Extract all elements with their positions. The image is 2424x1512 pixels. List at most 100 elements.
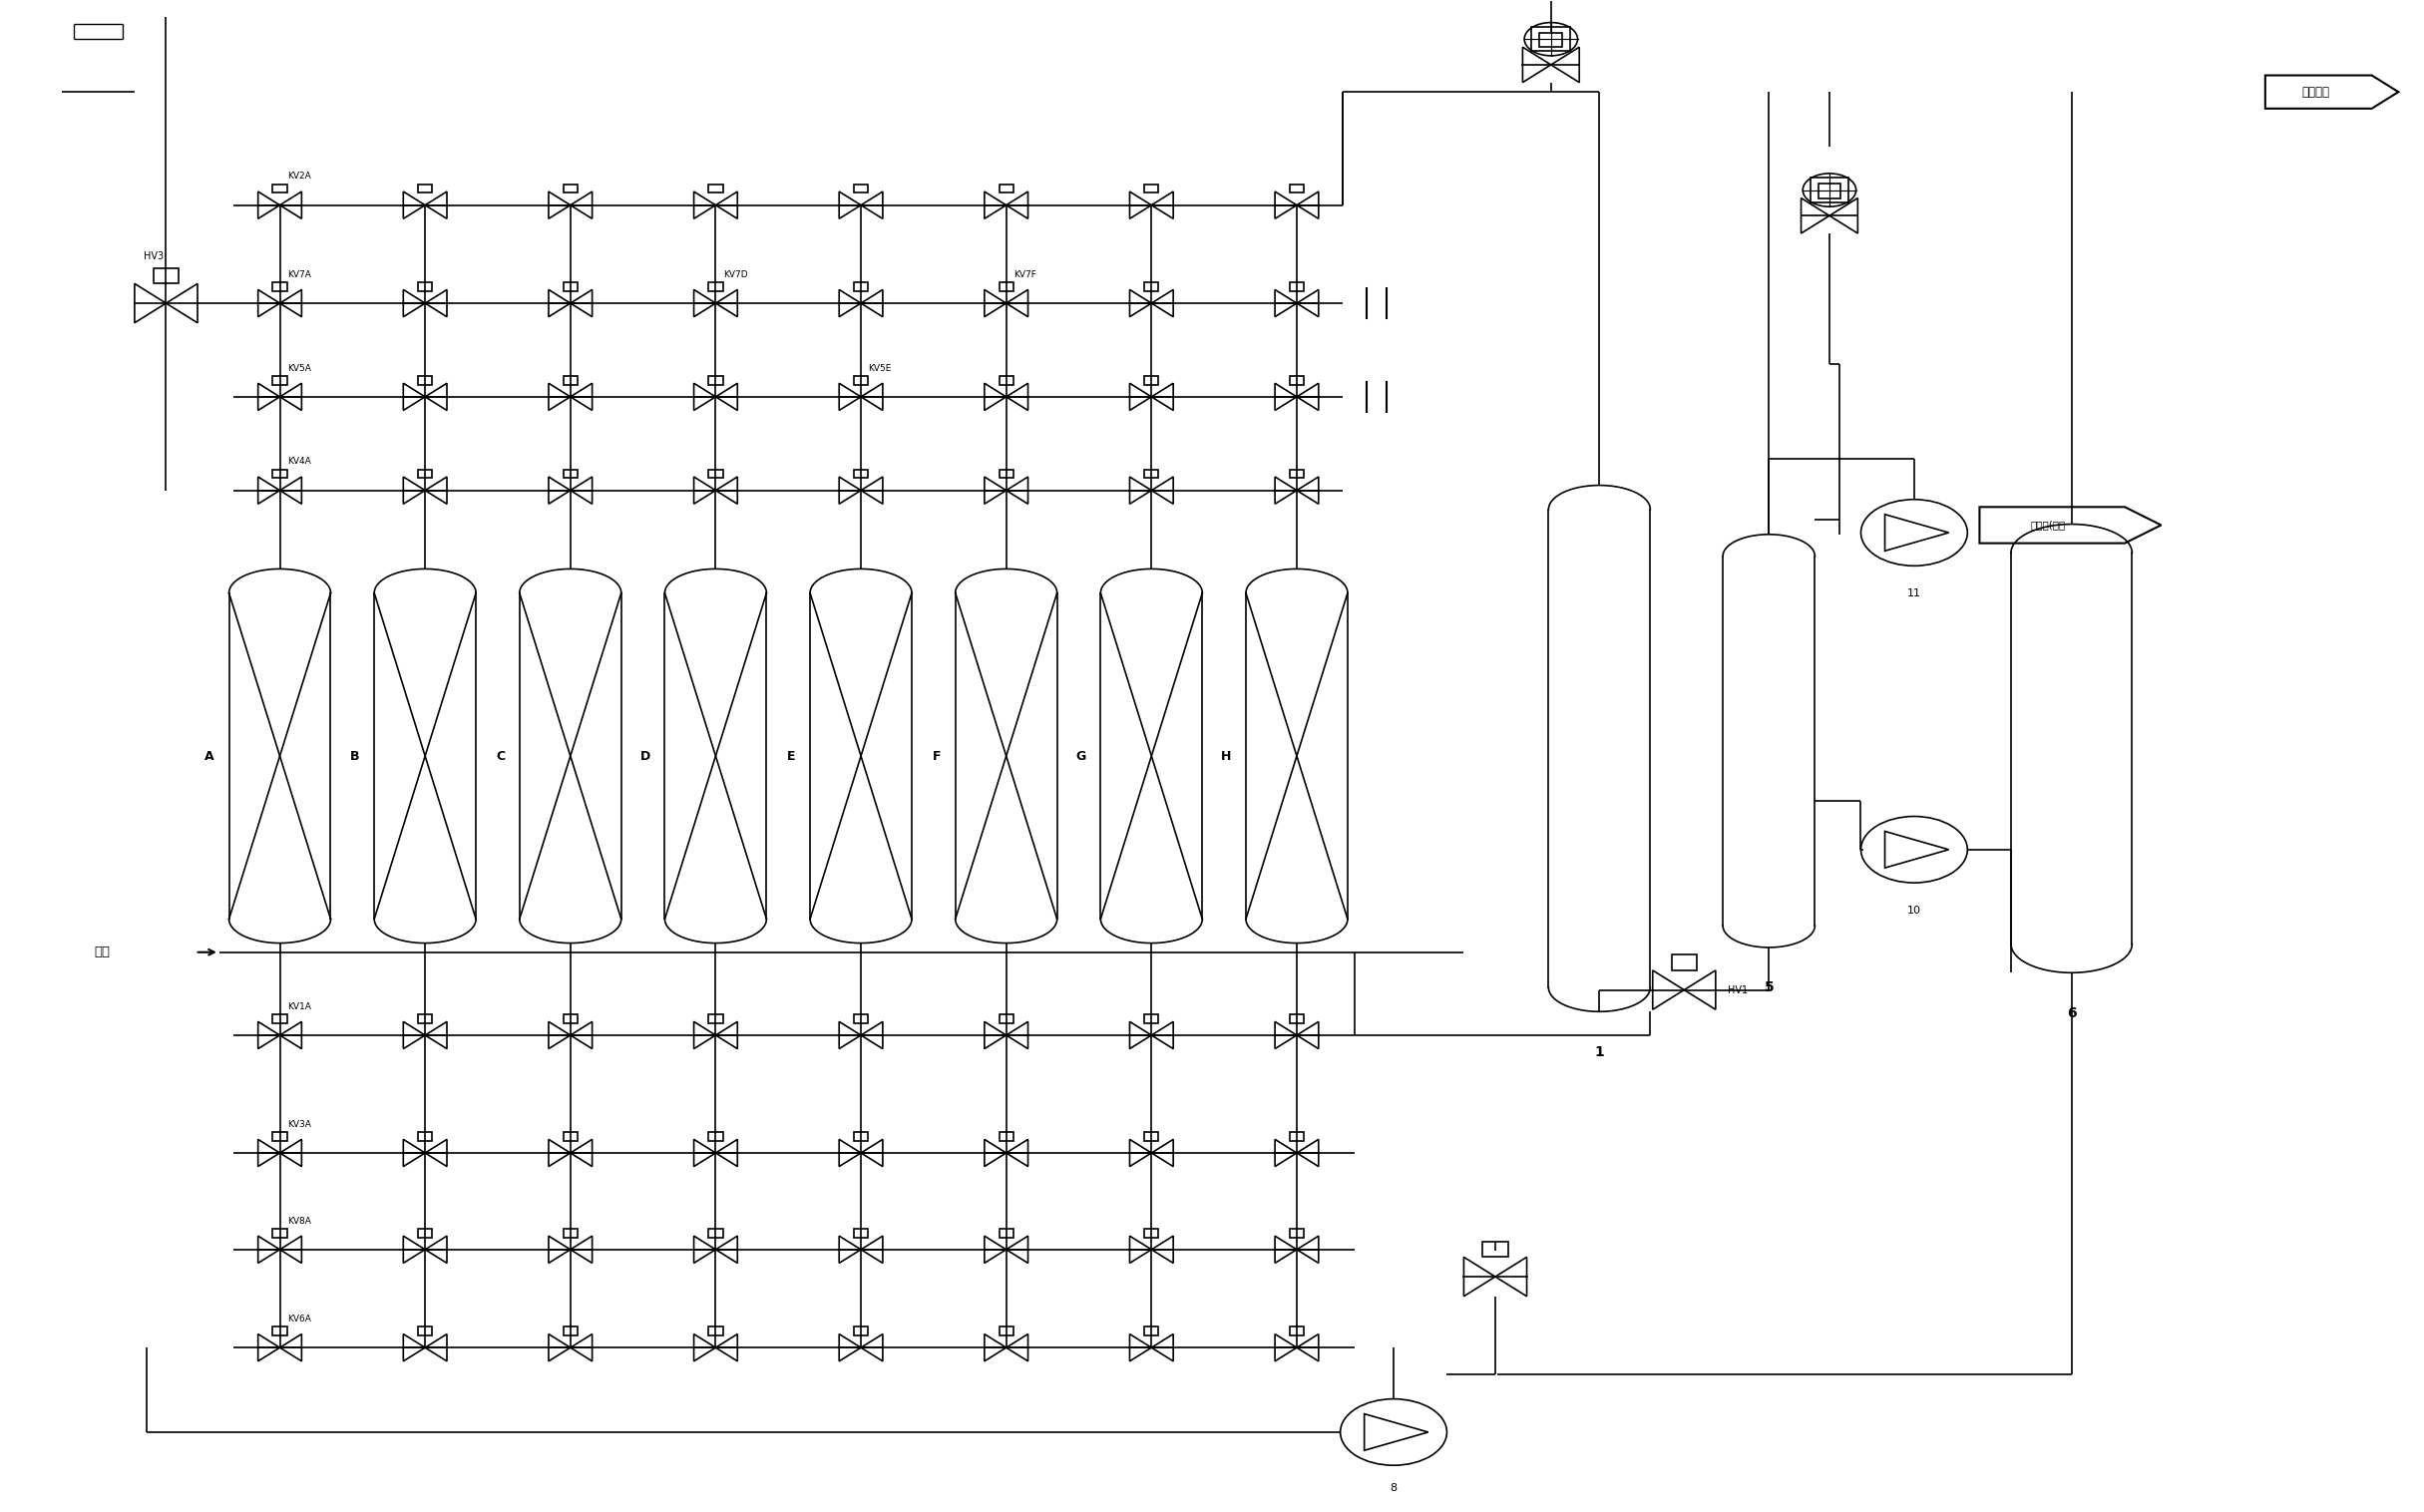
Bar <box>417 1326 431 1335</box>
Bar <box>417 1132 431 1140</box>
Text: C: C <box>497 750 504 762</box>
Bar <box>708 283 722 290</box>
Bar <box>1144 469 1159 478</box>
Bar <box>853 283 868 290</box>
Text: 10: 10 <box>1908 906 1922 915</box>
Bar <box>562 1132 577 1140</box>
Text: 11: 11 <box>1908 588 1922 599</box>
Bar <box>1290 1015 1304 1024</box>
Bar <box>1811 178 1850 203</box>
Bar <box>562 184 577 194</box>
Text: KV5E: KV5E <box>868 364 892 372</box>
Bar <box>1539 33 1563 47</box>
Bar <box>1144 1228 1159 1237</box>
Bar <box>562 1015 577 1024</box>
Bar <box>853 1132 868 1140</box>
Text: 6: 6 <box>2068 1005 2077 1021</box>
Text: KV6A: KV6A <box>286 1314 310 1323</box>
Bar <box>417 283 431 290</box>
Bar <box>417 184 431 194</box>
Bar <box>999 1132 1013 1140</box>
Bar <box>274 1132 286 1140</box>
Bar <box>1673 954 1697 971</box>
Text: 8: 8 <box>1389 1483 1396 1494</box>
Text: KV4A: KV4A <box>286 457 310 466</box>
Text: HV1: HV1 <box>1728 984 1748 995</box>
Bar <box>708 1132 722 1140</box>
Bar <box>562 376 577 384</box>
Bar <box>999 184 1013 194</box>
Text: D: D <box>640 750 650 762</box>
Bar <box>417 469 431 478</box>
Bar <box>1144 1015 1159 1024</box>
Bar <box>417 376 431 384</box>
Bar <box>274 469 286 478</box>
Bar <box>562 283 577 290</box>
Bar <box>417 1015 431 1024</box>
Bar <box>562 1228 577 1237</box>
Bar <box>562 469 577 478</box>
Bar <box>1144 283 1159 290</box>
Bar <box>853 1326 868 1335</box>
Bar <box>708 1326 722 1335</box>
Bar <box>853 1228 868 1237</box>
Text: 5: 5 <box>1765 981 1774 995</box>
Bar <box>1818 184 1840 198</box>
Text: KV8A: KV8A <box>286 1216 310 1225</box>
Bar <box>417 1228 431 1237</box>
Text: G: G <box>1076 750 1086 762</box>
Bar <box>153 268 179 284</box>
Bar <box>999 469 1013 478</box>
Text: A: A <box>206 750 213 762</box>
Bar <box>1144 376 1159 384</box>
Text: KV7F: KV7F <box>1013 271 1037 280</box>
Bar <box>1290 184 1304 194</box>
Bar <box>1532 27 1571 51</box>
Bar <box>274 376 286 384</box>
Text: KV1A: KV1A <box>286 1002 310 1012</box>
Bar <box>999 1228 1013 1237</box>
Bar <box>1290 1132 1304 1140</box>
Text: KV2A: KV2A <box>286 172 310 181</box>
Text: B: B <box>349 750 359 762</box>
Bar <box>708 184 722 194</box>
Bar <box>999 1326 1013 1335</box>
Bar <box>999 1015 1013 1024</box>
Bar <box>274 1015 286 1024</box>
Bar <box>274 184 286 194</box>
Text: 干气: 干气 <box>95 945 112 959</box>
Bar <box>1144 1326 1159 1335</box>
Bar <box>274 1228 286 1237</box>
Text: 1: 1 <box>1595 1045 1605 1058</box>
Bar <box>562 1326 577 1335</box>
Bar <box>1290 376 1304 384</box>
Text: HV3: HV3 <box>143 251 165 262</box>
Bar <box>853 1015 868 1024</box>
Text: H: H <box>1222 750 1231 762</box>
Bar <box>1144 1132 1159 1140</box>
Text: E: E <box>788 750 795 762</box>
Text: KV3A: KV3A <box>286 1120 310 1129</box>
Bar <box>1290 1326 1304 1335</box>
Bar <box>1483 1241 1508 1256</box>
Text: F: F <box>933 750 941 762</box>
Bar <box>853 376 868 384</box>
Bar <box>853 469 868 478</box>
Text: KV7D: KV7D <box>722 271 747 280</box>
Bar <box>708 1015 722 1024</box>
Bar <box>999 283 1013 290</box>
Bar <box>853 184 868 194</box>
Text: KV7A: KV7A <box>286 271 310 280</box>
Bar <box>708 1228 722 1237</box>
Bar <box>274 283 286 290</box>
Bar <box>1290 469 1304 478</box>
Bar <box>274 1326 286 1335</box>
Text: 排出界外: 排出界外 <box>2303 86 2329 98</box>
Bar <box>1290 283 1304 290</box>
Text: KV5A: KV5A <box>286 364 310 372</box>
Bar <box>1290 1228 1304 1237</box>
Bar <box>708 376 722 384</box>
Text: 半产品(输出: 半产品(输出 <box>2031 520 2065 531</box>
Bar <box>708 469 722 478</box>
Bar <box>1144 184 1159 194</box>
